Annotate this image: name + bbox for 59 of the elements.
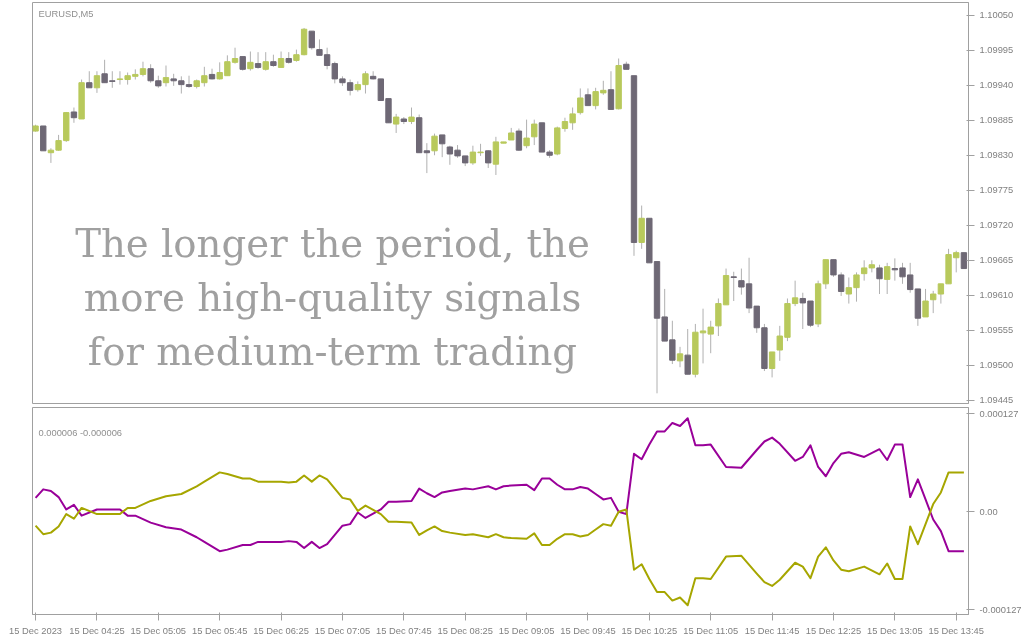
candlestick xyxy=(308,30,315,51)
candlestick xyxy=(676,346,684,368)
x-tick-label: 15 Dec 09:05 xyxy=(498,625,555,636)
candlestick xyxy=(768,351,776,378)
y-tick-label: 1.09940 xyxy=(979,80,1014,91)
candlestick xyxy=(439,134,446,158)
x-tick-label: 15 Dec 11:05 xyxy=(683,625,739,636)
x-tick-label: 15 Dec 11:45 xyxy=(744,625,800,636)
candlestick xyxy=(607,70,615,110)
text: EURUSD,M5 xyxy=(38,8,94,19)
line-series xyxy=(34,417,965,553)
candlestick xyxy=(515,128,523,152)
y-tick-label: 0.00 xyxy=(979,506,998,517)
y-tick-label: 1.09500 xyxy=(979,360,1014,371)
candlestick xyxy=(577,87,584,116)
x-tick-label: 15 Dec 2023 xyxy=(9,625,63,636)
x-tick-label: 15 Dec 13:05 xyxy=(867,625,923,636)
y-tick-label: 1.09995 xyxy=(979,45,1014,56)
x-tick-label: 15 Dec 08:25 xyxy=(437,625,493,636)
y-tick-label: 1.09885 xyxy=(979,115,1014,126)
x-tick-label: 15 Dec 06:25 xyxy=(253,625,309,636)
candlestick xyxy=(523,119,530,149)
candlestick xyxy=(208,68,216,81)
y-tick-label: 1.09830 xyxy=(979,150,1014,161)
candlestick xyxy=(431,133,438,156)
y-tick-label: 1.09610 xyxy=(979,290,1014,301)
x-tick-label: 15 Dec 09:45 xyxy=(560,625,616,636)
x-tick-label: 15 Dec 07:45 xyxy=(376,625,432,636)
text: 0.000006 -0.000006 xyxy=(38,427,123,438)
candlestick xyxy=(392,113,400,134)
candlestick xyxy=(730,271,737,302)
y-tick-label: -0.000127 xyxy=(979,604,1022,615)
candlestick xyxy=(254,51,262,70)
x-tick-label: 15 Dec 07:05 xyxy=(314,625,371,636)
x-tick-label: 15 Dec 05:05 xyxy=(130,625,187,636)
line-series xyxy=(34,471,965,607)
y-tick-label: 1.09665 xyxy=(979,255,1014,266)
candlestick xyxy=(922,288,929,318)
candlestick xyxy=(883,262,891,295)
candlestick xyxy=(684,328,691,375)
x-tick-label: 15 Dec 04:25 xyxy=(69,625,125,636)
y-tick-label: 1.09445 xyxy=(979,395,1014,406)
x-tick-label: 15 Dec 05:45 xyxy=(191,625,248,636)
y-tick-label: 1.09775 xyxy=(979,185,1014,196)
x-tick-label: 15 Dec 13:45 xyxy=(928,625,984,636)
candlestick xyxy=(247,51,254,72)
y-tick-label: 1.09555 xyxy=(979,325,1014,336)
x-tick-label: 15 Dec 12:25 xyxy=(805,625,862,636)
candlestick xyxy=(93,70,101,94)
candlestick xyxy=(162,65,170,88)
candlestick xyxy=(531,119,538,146)
x-tick-label: 15 Dec 10:25 xyxy=(621,625,678,636)
y-tick-label: 1.10050 xyxy=(979,10,1014,21)
candlestick xyxy=(876,264,883,295)
annotation: The longer the period, the more high-quality signals for medium-term trading xyxy=(75,220,590,374)
y-tick-label: 0.000127 xyxy=(979,408,1019,419)
candlestick xyxy=(262,51,269,72)
y-tick-label: 1.09720 xyxy=(979,220,1014,231)
candlestick xyxy=(70,107,78,124)
